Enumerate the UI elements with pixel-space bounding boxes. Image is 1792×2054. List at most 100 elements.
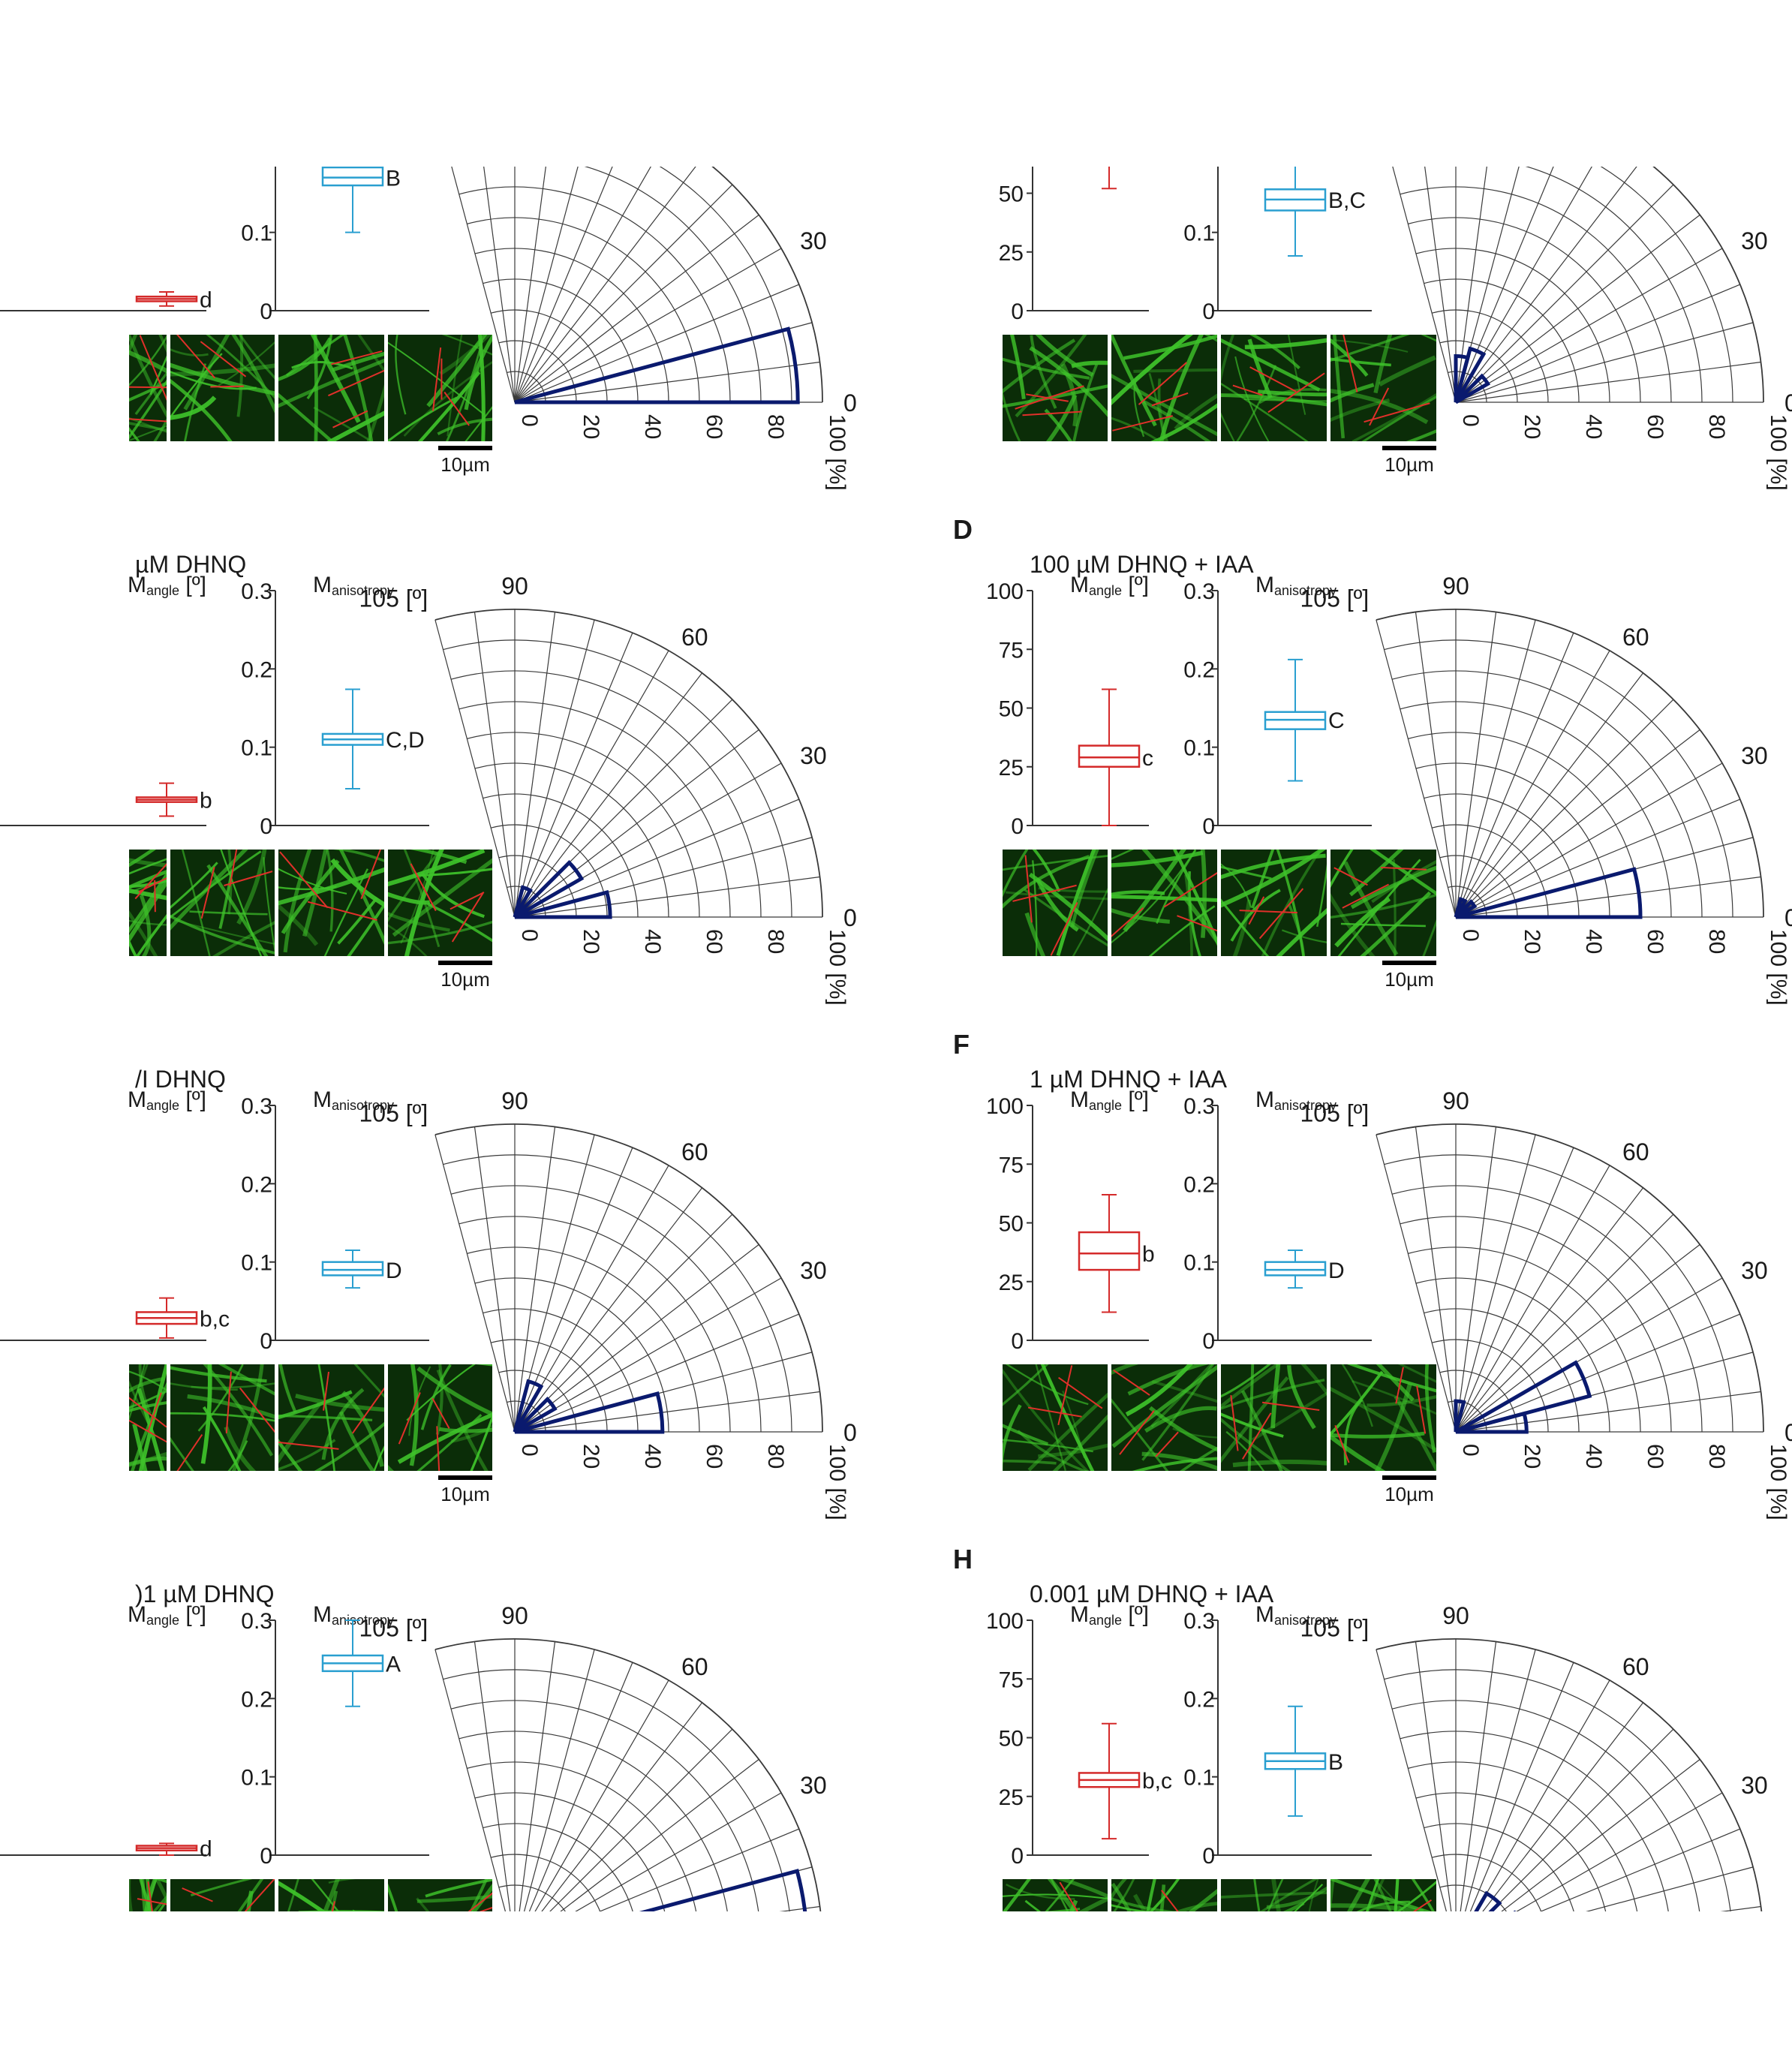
micrograph-separator [1108, 850, 1111, 956]
fibre [1266, 1886, 1327, 1909]
micrograph-separator [1108, 335, 1111, 441]
orientation-line [468, 1892, 492, 1911]
fibre [1056, 1879, 1108, 1899]
fibre [1251, 850, 1275, 909]
angle-box: b [1078, 1193, 1155, 1313]
micrograph-fibres [129, 335, 167, 441]
fibre [278, 1439, 336, 1471]
fibre [465, 405, 492, 441]
significance-letter: b,c [200, 1307, 230, 1331]
polar-arc [659, 167, 792, 403]
angle-box [1102, 167, 1117, 190]
fibre [1349, 850, 1404, 897]
fibre [1330, 892, 1376, 956]
micrograph-fibres [1003, 850, 1108, 956]
fibre [278, 337, 332, 381]
fibre [129, 335, 167, 419]
fibre [406, 1364, 476, 1421]
fibre [1035, 335, 1094, 377]
polar-angle-label: 60 [681, 1653, 708, 1680]
fibre [158, 335, 167, 353]
polar-arc [1384, 639, 1733, 918]
aniso-tick-label: 0 [1202, 814, 1215, 839]
angle-box: c [1078, 688, 1153, 826]
fibre [278, 1439, 303, 1471]
polar-radial-label: 0 [517, 414, 542, 427]
fibre [170, 1366, 267, 1383]
fibre [1221, 338, 1321, 392]
fibre [129, 878, 167, 943]
micrograph-fibres [278, 1364, 384, 1471]
polar-radial-label: 100 [%] [1766, 929, 1790, 1006]
significance-letter: D [1328, 1259, 1345, 1283]
rose-wedge [514, 326, 800, 404]
polar-arc [1525, 167, 1703, 403]
fibre [1225, 1430, 1265, 1471]
aniso-tick-label: 0.2 [241, 1172, 272, 1197]
polar-plot: 0 30 60 90 105 [º] 0 20 40 60 80 100 [%] [1300, 573, 1792, 1006]
micrograph-3 [1221, 1879, 1327, 1911]
polar-angle-label: 0 [1784, 389, 1792, 417]
angle-tick-label: 75 [999, 1153, 1024, 1177]
orientation-line [1155, 1431, 1179, 1457]
polar-arc [1439, 340, 1518, 403]
fibre [202, 1406, 242, 1471]
orientation-line [129, 1419, 167, 1443]
fibre [278, 1364, 297, 1414]
orientation-line [1113, 1369, 1150, 1396]
significance-letter: c [1142, 746, 1153, 771]
polar-angle-label: 90 [501, 1087, 528, 1114]
fibre [278, 358, 384, 408]
fibre [1141, 1364, 1215, 1461]
aniso-axis: 00.10.20.3 [1183, 579, 1372, 839]
micrograph-separator [167, 1364, 170, 1471]
orientation-line [129, 418, 167, 423]
micrograph-4 [388, 335, 492, 441]
micrograph-fibres [278, 335, 384, 441]
polar-arc [443, 1154, 792, 1433]
fibre [170, 378, 233, 441]
micrograph-1 [129, 850, 167, 956]
orientation-line [1022, 410, 1082, 417]
fibre [1330, 1370, 1384, 1436]
orientation-line [279, 851, 329, 909]
aniso-axis: 00.10.20.3 [1183, 167, 1372, 324]
aniso-tick-label: 0.2 [1183, 657, 1215, 682]
panel-title: 100 µM DHNQ + IAA [1030, 551, 1254, 578]
fibre [403, 360, 492, 437]
fibre [1200, 850, 1207, 938]
fibre [1394, 1395, 1436, 1471]
aniso-tick-label: 0.2 [241, 143, 272, 167]
fibre [1373, 1879, 1392, 1911]
orientation-line [1258, 888, 1304, 940]
aniso-tick-label: 0.2 [241, 1687, 272, 1712]
fibre [1281, 929, 1327, 943]
fibre [129, 421, 167, 432]
fibre [1188, 1888, 1217, 1911]
orientation-line [398, 1392, 421, 1445]
orientation-line [1342, 883, 1390, 909]
micrograph-2 [170, 850, 275, 956]
polar-arc [498, 1884, 566, 1911]
fibre [129, 417, 167, 433]
micrograph-fibres [1221, 335, 1327, 441]
orientation-line [225, 1371, 232, 1434]
fibre [173, 919, 275, 945]
scale-bar [1382, 446, 1436, 450]
aniso-tick-label: 0 [1202, 1844, 1215, 1869]
rose-wedge [513, 1396, 558, 1434]
polar-radial-label: 60 [1643, 1444, 1667, 1469]
fibre [1150, 403, 1217, 441]
aniso-tick-label: 0.1 [241, 1766, 272, 1791]
aniso-tick-label: 0.3 [1183, 579, 1215, 604]
orientation-line [410, 863, 437, 912]
panel-title: )1 µM DHNQ [135, 1580, 275, 1607]
fibre [1221, 865, 1272, 880]
fibre [464, 335, 492, 410]
fibre [1374, 1383, 1412, 1471]
micrograph-4 [1330, 850, 1436, 956]
angle-axis-label: Mangle [º] [1070, 1087, 1149, 1113]
fibre [181, 850, 211, 956]
polar-arc [1408, 217, 1641, 403]
